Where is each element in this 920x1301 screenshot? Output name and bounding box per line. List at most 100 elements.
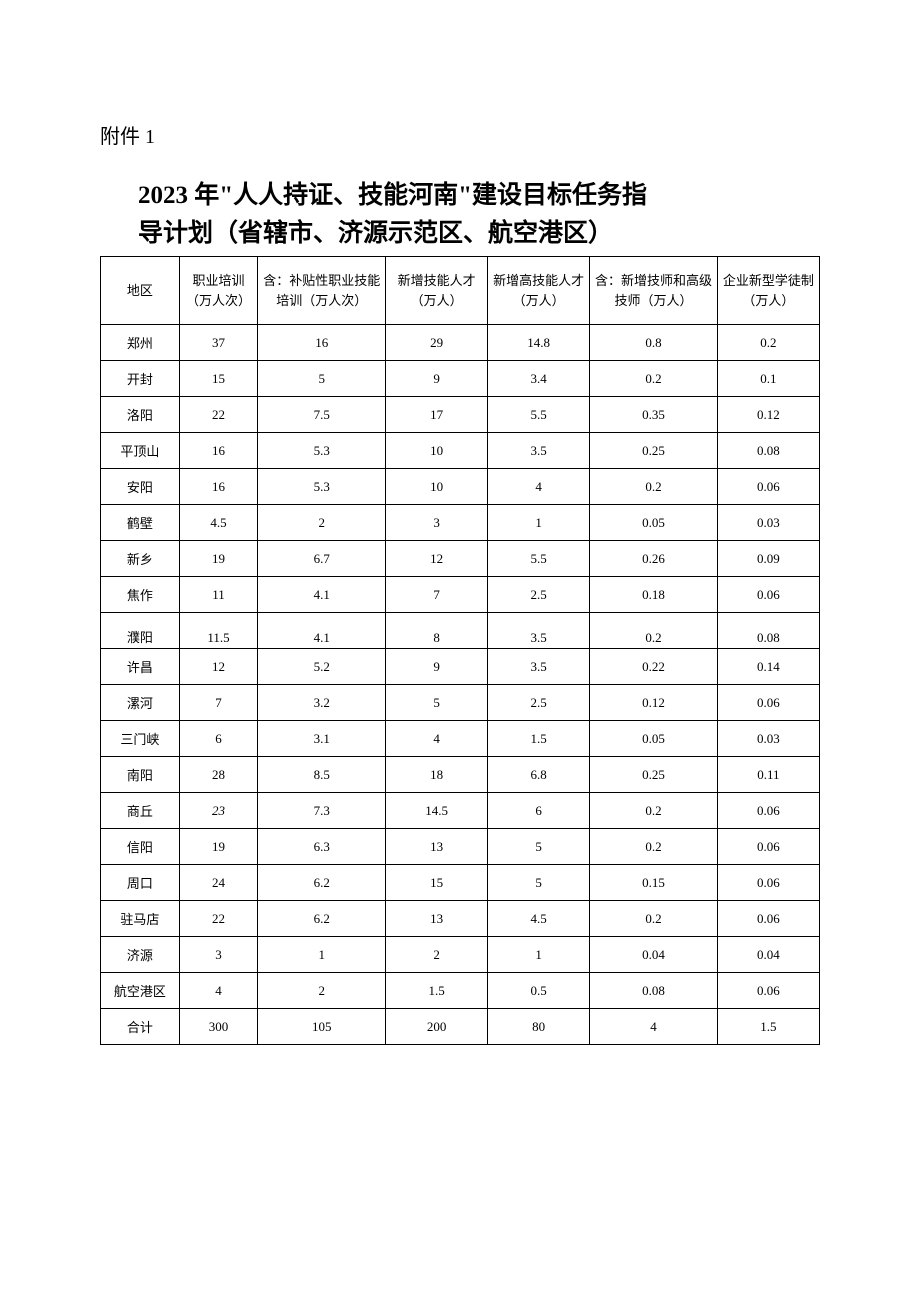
cell-apprentice: 0.04 [717,937,819,973]
cell-training: 300 [179,1009,258,1045]
cell-new-skilled: 8 [386,613,488,649]
col-header-apprentice: 企业新型学徒制（万人） [717,257,819,325]
col-header-training: 职业培训（万人次） [179,257,258,325]
table-row: 平顶山165.3103.50.250.08 [101,433,820,469]
cell-training: 28 [179,757,258,793]
cell-high-skilled: 5 [488,865,590,901]
cell-apprentice: 0.06 [717,685,819,721]
cell-apprentice: 0.11 [717,757,819,793]
cell-subsidy: 5.2 [258,649,386,685]
cell-high-skilled: 1 [488,937,590,973]
cell-subsidy: 7.5 [258,397,386,433]
col-header-high-skilled: 新增高技能人才（万人） [488,257,590,325]
cell-subsidy: 4.1 [258,613,386,649]
cell-training: 3 [179,937,258,973]
cell-apprentice: 0.1 [717,361,819,397]
cell-subsidy: 6.2 [258,865,386,901]
table-row: 安阳165.31040.20.06 [101,469,820,505]
cell-region: 济源 [101,937,180,973]
cell-training: 11 [179,577,258,613]
cell-apprentice: 0.03 [717,721,819,757]
cell-technician: 0.05 [590,505,718,541]
cell-new-skilled: 3 [386,505,488,541]
data-table: 地区 职业培训（万人次） 含：补贴性职业技能培训（万人次） 新增技能人才（万人）… [100,256,820,1045]
table-row: 鹤壁4.52310.050.03 [101,505,820,541]
cell-technician: 0.2 [590,793,718,829]
cell-region: 航空港区 [101,973,180,1009]
cell-new-skilled: 12 [386,541,488,577]
cell-training: 4 [179,973,258,1009]
table-row: 新乡196.7125.50.260.09 [101,541,820,577]
cell-region: 焦作 [101,577,180,613]
table-row: 驻马店226.2134.50.20.06 [101,901,820,937]
cell-subsidy: 4.1 [258,577,386,613]
document-title: 2023 年"人人持证、技能河南"建设目标任务指 导计划（省辖市、济源示范区、航… [138,177,820,252]
cell-high-skilled: 5.5 [488,397,590,433]
title-line-1: 2023 年"人人持证、技能河南"建设目标任务指 [138,182,647,209]
cell-apprentice: 0.06 [717,829,819,865]
cell-technician: 0.18 [590,577,718,613]
cell-high-skilled: 3.5 [488,433,590,469]
cell-technician: 0.2 [590,469,718,505]
cell-region: 信阳 [101,829,180,865]
cell-high-skilled: 5.5 [488,541,590,577]
cell-technician: 0.26 [590,541,718,577]
cell-high-skilled: 3.5 [488,613,590,649]
table-row: 南阳288.5186.80.250.11 [101,757,820,793]
cell-training: 4.5 [179,505,258,541]
cell-apprentice: 0.06 [717,973,819,1009]
cell-training: 22 [179,901,258,937]
cell-apprentice: 0.06 [717,469,819,505]
cell-region: 鹤壁 [101,505,180,541]
cell-technician: 0.35 [590,397,718,433]
cell-region: 驻马店 [101,901,180,937]
cell-apprentice: 0.06 [717,901,819,937]
cell-technician: 0.15 [590,865,718,901]
cell-subsidy: 6.3 [258,829,386,865]
table-row: 洛阳227.5175.50.350.12 [101,397,820,433]
cell-technician: 0.2 [590,901,718,937]
cell-subsidy: 16 [258,325,386,361]
cell-high-skilled: 1 [488,505,590,541]
cell-training: 11.5 [179,613,258,649]
cell-region: 周口 [101,865,180,901]
cell-subsidy: 6.2 [258,901,386,937]
table-row: 航空港区421.50.50.080.06 [101,973,820,1009]
cell-training: 22 [179,397,258,433]
table-row: 许昌125.293.50.220.14 [101,649,820,685]
cell-new-skilled: 15 [386,865,488,901]
cell-high-skilled: 3.4 [488,361,590,397]
cell-region: 濮阳 [101,613,180,649]
cell-training: 16 [179,433,258,469]
cell-training: 16 [179,469,258,505]
cell-high-skilled: 14.8 [488,325,590,361]
cell-high-skilled: 4 [488,469,590,505]
cell-subsidy: 7.3 [258,793,386,829]
cell-apprentice: 0.08 [717,613,819,649]
table-row: 开封15593.40.20.1 [101,361,820,397]
cell-apprentice: 0.08 [717,433,819,469]
cell-apprentice: 0.2 [717,325,819,361]
cell-subsidy: 5.3 [258,469,386,505]
cell-technician: 0.04 [590,937,718,973]
table-row: 濮阳11.54.183.50.20.08 [101,613,820,649]
cell-region: 洛阳 [101,397,180,433]
cell-region: 开封 [101,361,180,397]
cell-technician: 0.08 [590,973,718,1009]
table-row: 漯河73.252.50.120.06 [101,685,820,721]
cell-apprentice: 0.12 [717,397,819,433]
table-row: 商丘237.314.560.20.06 [101,793,820,829]
cell-region: 安阳 [101,469,180,505]
cell-new-skilled: 7 [386,577,488,613]
cell-training: 19 [179,829,258,865]
table-row: 焦作114.172.50.180.06 [101,577,820,613]
cell-subsidy: 1 [258,937,386,973]
col-header-technician: 含：新增技师和高级技师（万人） [590,257,718,325]
cell-apprentice: 0.06 [717,793,819,829]
cell-training: 7 [179,685,258,721]
cell-apprentice: 0.06 [717,577,819,613]
cell-new-skilled: 29 [386,325,488,361]
table-row: 信阳196.31350.20.06 [101,829,820,865]
cell-high-skilled: 2.5 [488,577,590,613]
cell-training: 6 [179,721,258,757]
